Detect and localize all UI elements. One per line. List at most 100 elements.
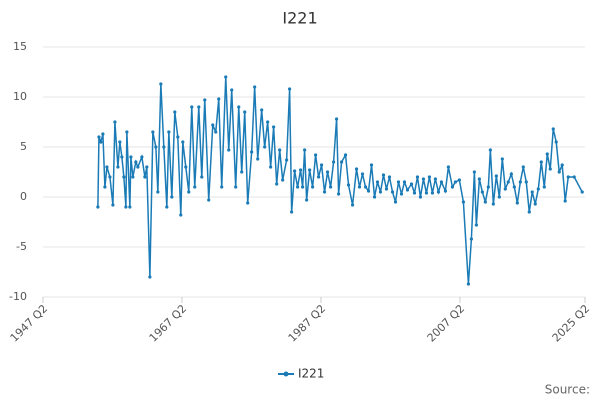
data-point: [240, 170, 244, 174]
data-point: [488, 148, 492, 152]
data-point: [113, 120, 117, 124]
data-point: [159, 82, 163, 86]
data-point: [181, 140, 185, 144]
data-point: [506, 180, 510, 184]
data-point: [134, 160, 138, 164]
data-point: [472, 170, 476, 174]
data-point: [453, 180, 458, 184]
data-point: [131, 175, 135, 179]
data-point: [275, 182, 279, 186]
data-point: [554, 140, 558, 144]
data-point: [124, 205, 128, 209]
legend-marker: [283, 371, 289, 377]
data-point: [446, 165, 450, 169]
data-point: [331, 160, 336, 164]
data-point: [536, 187, 540, 191]
data-point: [214, 130, 218, 134]
data-point: [521, 165, 525, 169]
y-tick-label: 10: [13, 90, 27, 103]
data-point: [363, 185, 368, 189]
data-point: [427, 175, 432, 179]
data-point: [298, 168, 303, 172]
data-point: [220, 185, 224, 189]
data-point: [103, 185, 107, 189]
data-point: [162, 145, 166, 149]
data-point: [515, 201, 519, 205]
data-point: [366, 189, 371, 193]
data-point: [402, 180, 407, 184]
data-point: [211, 123, 215, 127]
data-point: [343, 153, 348, 157]
data-point: [108, 175, 112, 179]
data-point: [443, 189, 448, 193]
data-point: [167, 130, 171, 134]
data-point: [99, 140, 103, 144]
data-point: [184, 165, 188, 169]
data-point: [497, 195, 501, 199]
x-tick-label: 1947 Q2: [8, 302, 51, 345]
data-point: [387, 175, 392, 179]
source-note: Source:: [545, 383, 590, 397]
data-point: [336, 192, 341, 196]
x-tick-label: 2025 Q2: [550, 302, 593, 345]
data-point: [477, 177, 481, 181]
data-point: [580, 190, 584, 194]
data-point: [450, 185, 455, 189]
data-point: [500, 157, 504, 161]
y-tick-label: 5: [20, 140, 27, 153]
data-point: [246, 201, 250, 205]
data-point: [250, 150, 254, 154]
data-point: [509, 172, 513, 176]
data-point: [305, 198, 309, 202]
data-point: [313, 153, 318, 157]
data-point: [170, 195, 174, 199]
data-point: [227, 148, 231, 152]
data-point: [256, 157, 260, 161]
data-point: [237, 105, 241, 109]
data-point: [518, 180, 522, 184]
data-point: [405, 188, 410, 192]
data-point: [415, 175, 420, 179]
data-point: [418, 195, 423, 199]
data-point: [97, 135, 101, 139]
data-point: [334, 117, 339, 121]
data-point: [118, 140, 122, 144]
data-point: [316, 175, 321, 179]
data-point: [424, 191, 429, 195]
data-point: [524, 180, 528, 184]
data-point: [483, 200, 487, 204]
data-point: [357, 185, 362, 189]
data-point: [281, 178, 285, 182]
data-point: [303, 148, 307, 152]
data-point: [151, 130, 155, 134]
data-point: [203, 98, 207, 102]
data-point: [272, 125, 276, 129]
y-tick-label: 0: [20, 190, 27, 203]
data-point: [125, 130, 129, 134]
data-point: [486, 185, 490, 189]
data-point: [285, 158, 289, 162]
data-point: [530, 190, 534, 194]
data-point: [197, 105, 201, 109]
y-tick-label: -5: [16, 240, 27, 253]
data-point: [339, 160, 344, 164]
data-point: [190, 105, 194, 109]
data-point: [145, 165, 149, 169]
data-point: [393, 200, 398, 204]
data-point: [539, 160, 543, 164]
data-point: [143, 175, 147, 179]
data-point: [375, 180, 380, 184]
data-point: [156, 190, 160, 194]
data-point: [179, 213, 183, 217]
data-point: [173, 110, 177, 114]
data-point: [148, 275, 152, 279]
data-point: [439, 180, 444, 184]
data-point: [494, 174, 498, 178]
data-point: [230, 88, 234, 92]
data-point: [474, 223, 478, 227]
data-point: [533, 202, 537, 206]
data-point: [311, 185, 315, 189]
data-point: [372, 195, 377, 199]
data-point: [421, 177, 426, 181]
